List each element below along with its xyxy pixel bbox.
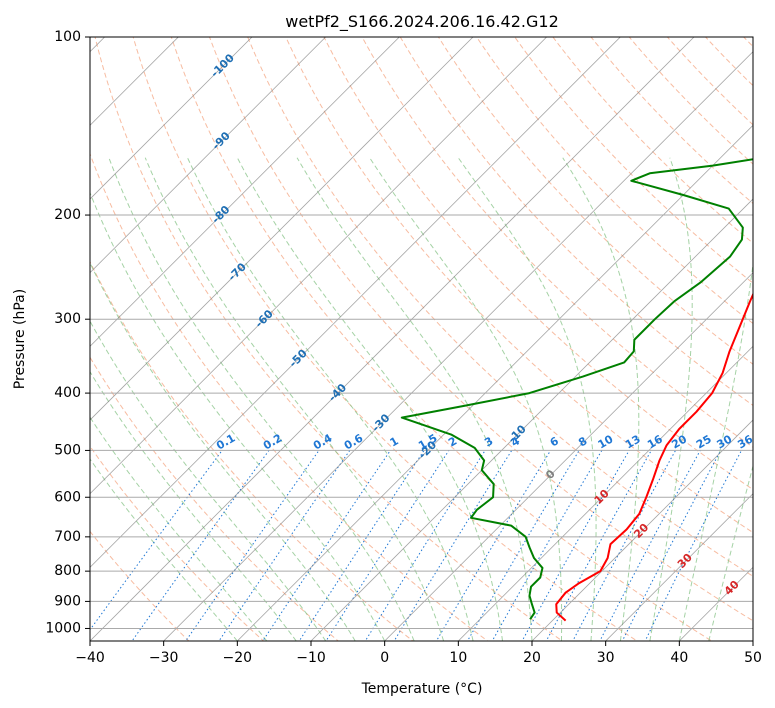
dry-adiabat [399,37,753,407]
dry-adiabat [90,445,265,641]
isotherm-line [163,51,753,641]
dry-adiabat [285,37,753,534]
x-tick-label: 20 [523,650,541,666]
x-axis-ticks: −40 −30 −20 −10 0 10 20 30 40 50 [75,641,762,666]
background-lines [90,37,753,641]
x-tick-label: −30 [149,650,179,666]
x-tick-label: −40 [75,650,105,666]
y-tick-label: 200 [54,207,81,223]
dry-adiabat [132,37,638,641]
y-tick-label: 600 [54,489,81,505]
isotherm-line [90,37,621,568]
isotherm-line [236,124,753,641]
y-tick-label: 300 [54,311,81,327]
chart-title: wetPf2_S166.2024.206.16.42.G12 [285,12,559,32]
dry-adiabat [514,37,753,284]
temperature-profile [555,292,753,622]
isotherm-line [90,37,400,347]
dry-adiabat [361,37,753,448]
x-tick-label: 0 [380,650,389,666]
isotherm-line [90,37,474,421]
moist-adiabat [236,157,504,641]
dry-adiabat [247,37,753,577]
isotherm-line [90,37,327,274]
isotherm-line [90,37,548,495]
moist-adiabat [90,261,356,641]
x-tick-label: 50 [744,650,762,666]
isotherm-line [384,272,753,641]
y-tick-label: 1000 [45,620,81,636]
x-tick-label: −10 [296,650,326,666]
y-tick-label: 900 [54,593,81,609]
dry-adiabat [208,37,753,622]
isotherm-line [457,345,753,641]
plot-background [90,37,753,641]
isotherm-line [605,493,753,641]
y-tick-label: 400 [54,385,81,401]
isotherm-line [310,198,753,641]
moist-adiabat [369,157,563,641]
x-tick-label: 40 [670,650,688,666]
dry-adiabat [323,37,753,491]
isotherm-line [90,37,253,200]
y-tick-label: 800 [54,563,81,579]
x-tick-label: 30 [597,650,615,666]
isotherm-line [531,419,753,641]
dewpoint-profile [400,158,753,620]
dry-adiabat [90,356,339,641]
x-tick-label: 10 [449,650,467,666]
mixing-ratio-label: 36 [735,432,755,451]
y-axis-ticks: 100 200 300 400 500 600 700 800 900 1000 [45,29,90,636]
plot-frame [89,36,754,642]
y-axis-label: Pressure (hPa) [12,289,28,389]
dry-adiabat [90,260,414,641]
y-tick-label: 500 [54,442,81,458]
dry-adiabat [94,37,564,641]
dry-adiabat [437,37,753,365]
y-tick-label: 100 [54,29,81,45]
moist-adiabat [562,157,640,641]
x-tick-label: −20 [223,650,253,666]
sounding-profiles [400,158,753,622]
moist-adiabat [678,260,753,641]
isotherm-line [90,37,695,641]
dry-adiabat [170,37,713,641]
dry-adiabat [590,37,753,205]
x-axis-label: Temperature (°C) [361,681,483,697]
y-tick-label: 700 [54,529,81,545]
